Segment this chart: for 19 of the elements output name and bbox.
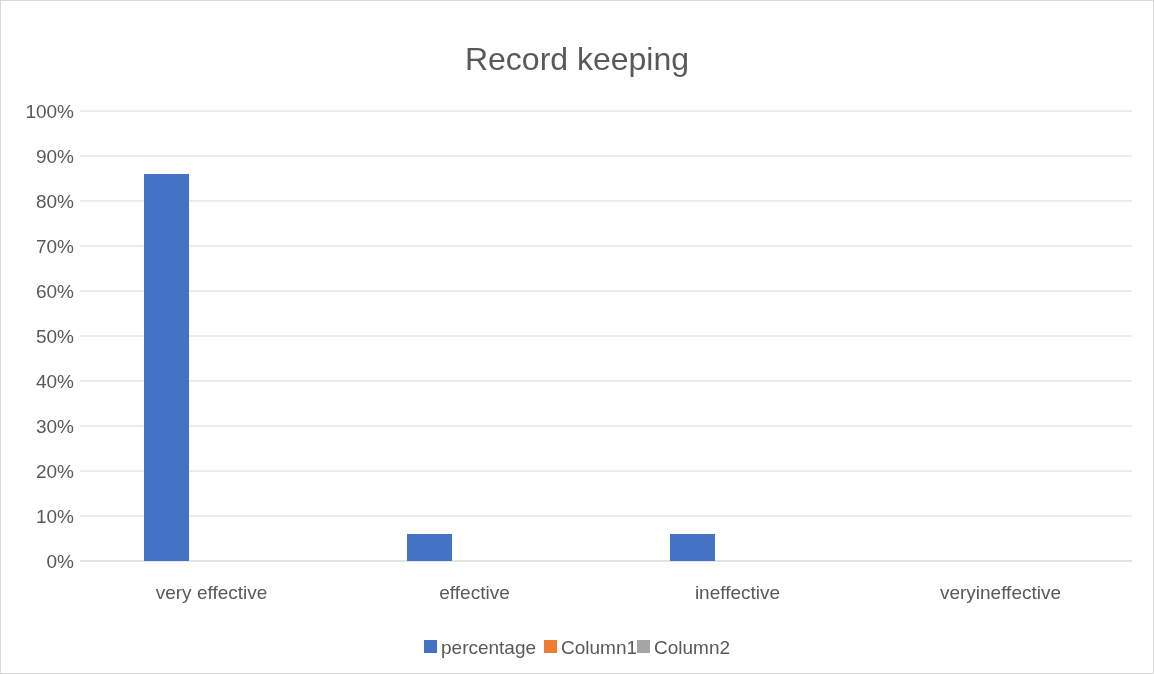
y-tick-label: 0% — [46, 550, 75, 572]
y-tick-label: 100% — [25, 100, 75, 122]
y-tick-label: 50% — [35, 325, 75, 347]
y-tick-label: 90% — [35, 145, 75, 167]
x-tick-label: effective — [439, 582, 510, 603]
x-tick-label: veryineffective — [939, 582, 1062, 603]
y-tick-label: 20% — [35, 460, 75, 482]
y-tick-label: 80% — [35, 190, 75, 212]
legend-label: percentage — [441, 636, 537, 658]
x-tick-label: ineffective — [694, 582, 781, 603]
legend-label: Column2 — [654, 636, 731, 658]
x-tick-label: very effective — [155, 582, 268, 603]
legend-label: Column1 — [561, 636, 638, 658]
y-tick-label: 60% — [35, 280, 75, 302]
y-tick-label: 40% — [35, 370, 75, 392]
chart-title: Record keeping — [464, 41, 690, 77]
y-tick-label: 30% — [35, 415, 75, 437]
y-tick-label: 70% — [35, 235, 75, 257]
y-tick-label: 10% — [35, 505, 75, 527]
